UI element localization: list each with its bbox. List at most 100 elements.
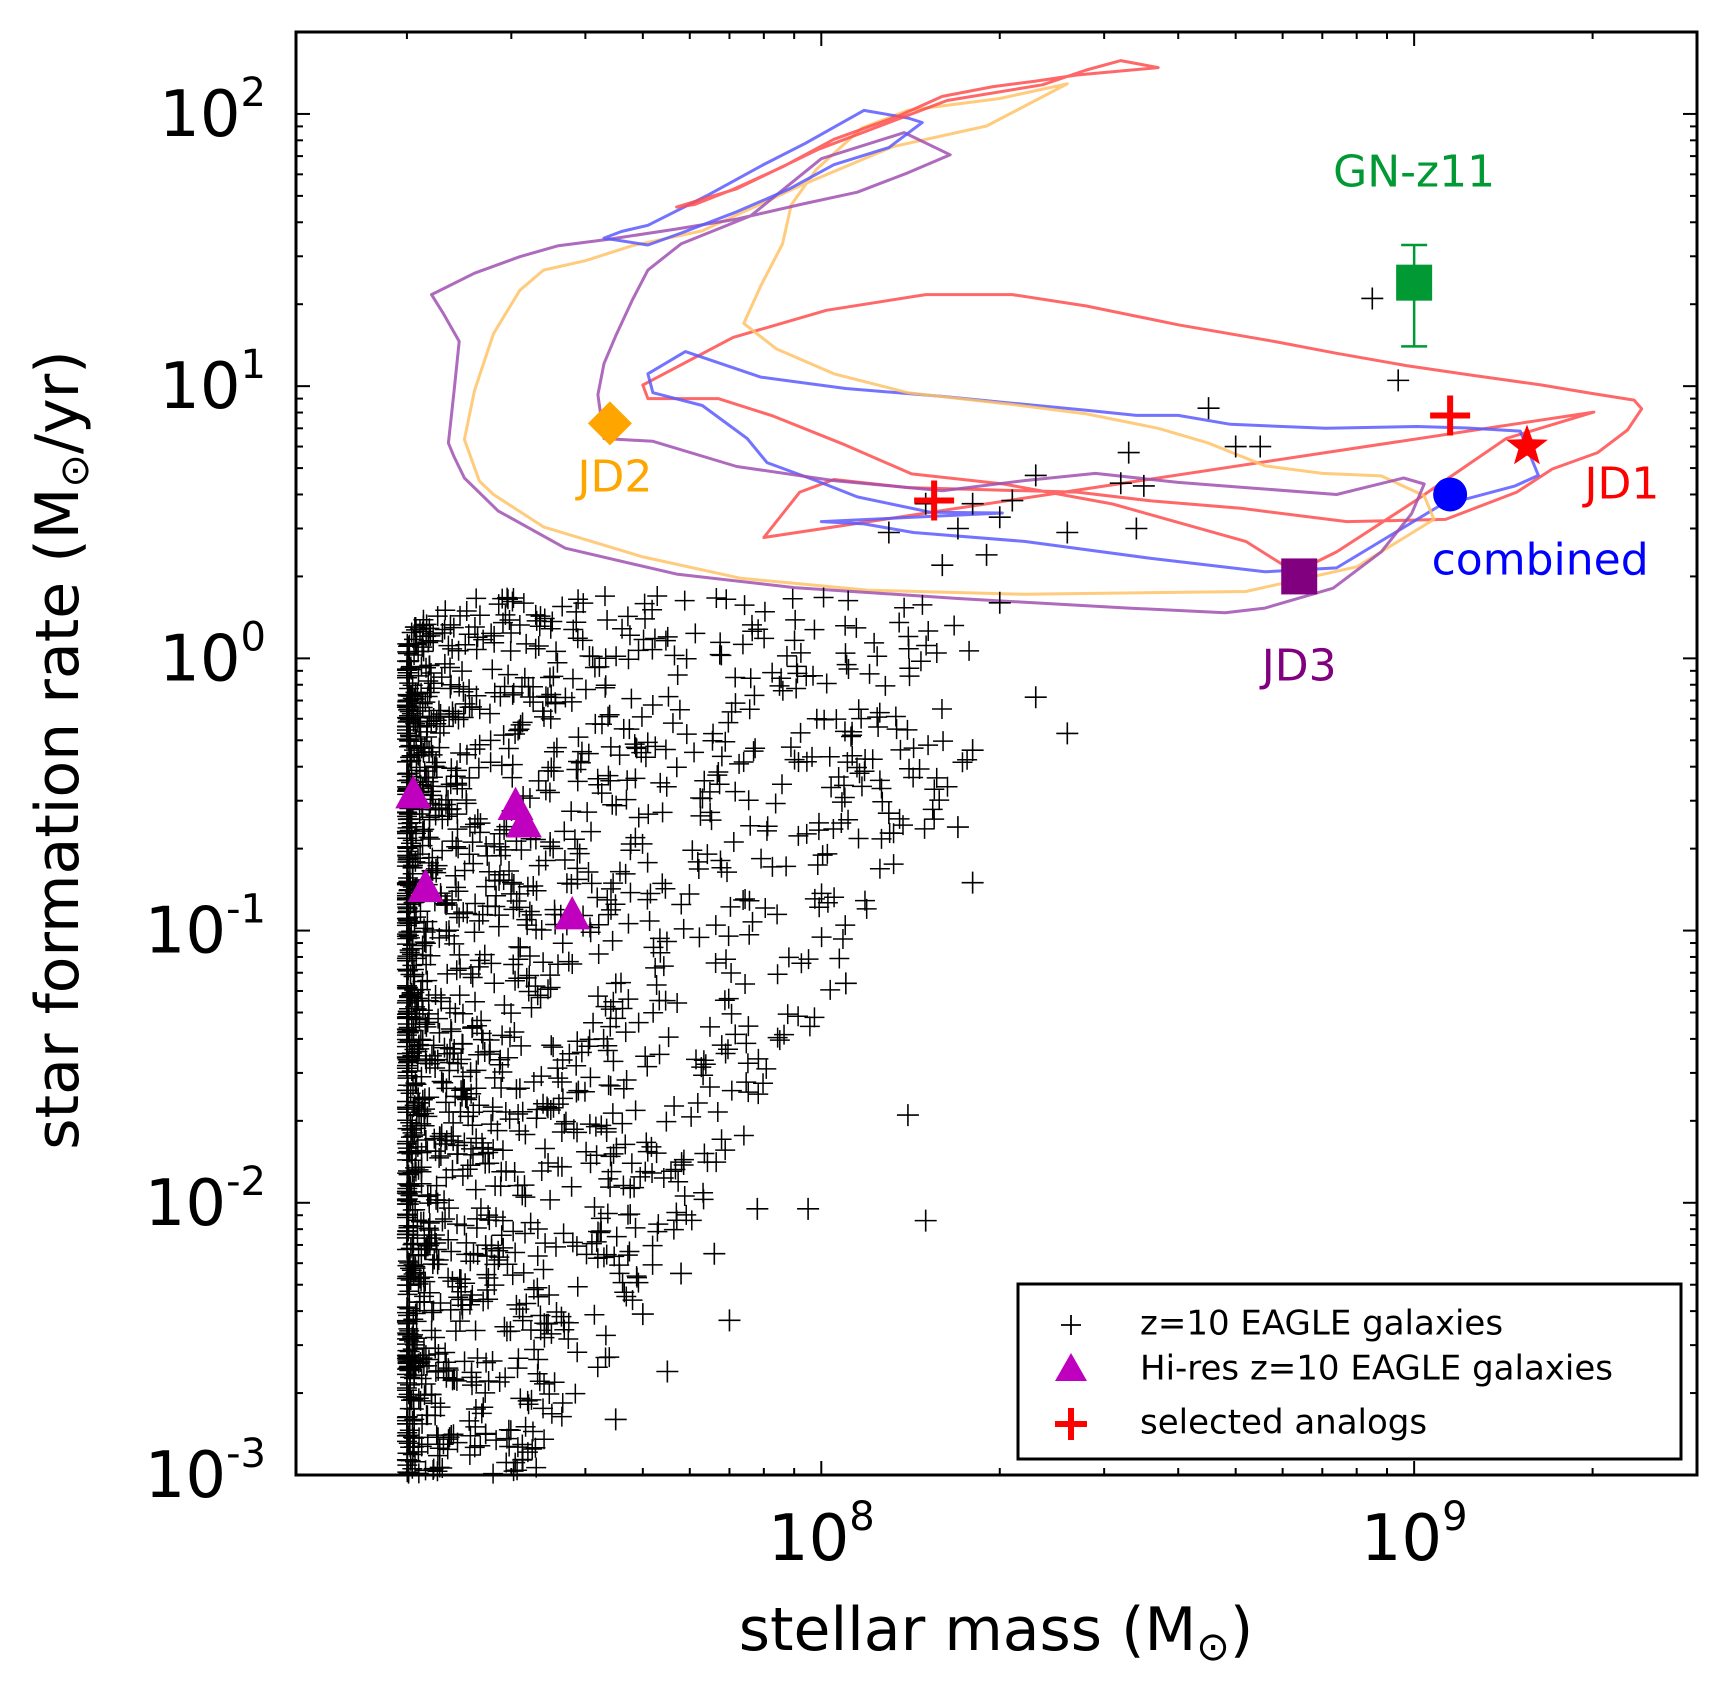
y-tick-label: 10-3 [145,1431,266,1513]
eagle-galaxy-point [599,1347,620,1368]
selected-analog-marker [1430,395,1471,436]
eagle-galaxy-point [604,1246,625,1267]
eagle-galaxy-point [689,927,710,948]
eagle-galaxy-point [412,1030,433,1051]
eagle-galaxy-point [418,990,439,1011]
eagle-galaxy-point [718,1309,741,1332]
eagle-galaxy-point [508,1348,529,1369]
eagle-galaxy-point [598,1168,619,1189]
eagle-galaxy-point [463,853,484,874]
eagle-galaxy-point [681,1210,702,1231]
eagle-galaxy-point [516,1293,537,1314]
eagle-galaxy-point [397,665,418,686]
eagle-galaxy-point [581,1233,602,1254]
eagle-galaxy-point [826,709,847,730]
eagle-galaxy-point [490,686,511,707]
eagle-galaxy-point [711,645,732,666]
eagle-galaxy-point [408,1034,429,1055]
eagle-galaxy-point [606,646,627,667]
eagle-galaxy-point [644,628,665,649]
eagle-galaxy-point [401,745,422,766]
eagle-galaxy-point [576,1244,597,1265]
eagle-galaxy-point [721,1080,742,1101]
eagle-galaxy-point [469,699,490,720]
eagle-galaxy-point [443,1424,464,1445]
eagle-galaxy-point [405,1451,426,1472]
eagle-galaxy-point [397,1334,418,1355]
eagle-galaxy-point [643,937,664,958]
eagle-galaxy-point [771,668,792,689]
eagle-galaxy-point [422,785,443,806]
eagle-galaxy-point [513,593,534,614]
selected-analogs-layer [914,395,1471,521]
eagle-galaxy-point [791,953,812,974]
eagle-galaxy-point [705,952,726,973]
eagle-galaxy-point [587,887,608,908]
eagle-galaxy-point [647,585,668,606]
eagle-galaxy-point [467,627,488,648]
eagle-galaxy-point [797,1197,820,1220]
eagle-galaxy-point [525,1437,546,1458]
eagle-galaxy-point [785,609,806,630]
eagle-galaxy-point [406,907,427,928]
eagle-galaxy-point [539,782,560,803]
eagle-galaxy-point [588,914,609,935]
eagle-galaxy-point [480,730,501,751]
hires-galaxy-triangle [505,804,542,838]
eagle-galaxy-point [449,676,470,697]
eagle-galaxy-point [842,745,863,766]
eagle-galaxy-point [530,987,551,1008]
eagle-galaxy-point [912,594,933,615]
eagle-galaxy-point [429,1438,450,1459]
eagle-galaxy-point [646,974,667,995]
eagle-galaxy-point [1056,521,1079,544]
eagle-galaxy-point [428,798,449,819]
eagle-galaxy-point [465,1398,486,1419]
eagle-galaxy-point [438,1429,459,1450]
eagle-galaxy-point [428,1008,449,1029]
eagle-galaxy-point [514,1223,535,1244]
eagle-galaxy-point [425,1327,446,1348]
eagle-galaxy-point [508,720,529,741]
eagle-galaxy-point [442,1159,463,1180]
eagle-galaxy-point [924,779,945,800]
eagle-galaxy-point [524,1339,545,1360]
eagle-galaxy-point [687,1092,708,1113]
eagle-galaxy-point [645,736,666,757]
eagle-galaxy-point [500,1420,521,1441]
eagle-galaxy-point [482,659,503,680]
eagle-galaxy-point [811,883,832,904]
eagle-galaxy-point [405,823,426,844]
eagle-galaxy-point [396,1190,417,1211]
eagle-galaxy-point [926,643,947,664]
eagle-galaxy-point [552,596,573,617]
observed-galaxies-layer: JD1 JD2 JD3 combined GN-z11 [574,147,1659,692]
eagle-galaxy-point [667,664,688,685]
eagle-galaxy-point [540,836,561,857]
eagle-galaxy-point [869,770,890,791]
eagle-galaxy-point [540,1189,561,1210]
eagle-galaxy-point [554,1113,575,1134]
eagle-galaxy-point [555,1111,576,1132]
eagle-galaxy-point [500,640,521,661]
eagle-galaxy-point [449,1269,470,1290]
eagle-galaxy-point [433,1072,454,1093]
eagle-galaxy-point [697,1152,718,1173]
eagle-galaxy-point [475,1423,496,1444]
eagle-galaxy-point [624,1177,645,1198]
eagle-galaxy-point [464,1437,485,1458]
eagle-galaxy-point [642,694,663,715]
eagle-galaxy-point [417,1012,438,1033]
jd1-star-marker [1506,424,1548,465]
eagle-galaxy-point [400,1112,421,1133]
eagle-galaxy-point [499,610,520,631]
eagle-galaxy-point [397,1021,418,1042]
eagle-galaxy-point [558,1312,579,1333]
eagle-galaxy-point [402,1345,423,1366]
eagle-galaxy-point [736,1033,757,1054]
eagle-galaxy-point [466,588,487,609]
eagle-galaxy-point [533,706,554,727]
eagle-galaxy-point [788,825,809,846]
eagle-galaxy-point [400,1191,421,1212]
eagle-galaxy-point [717,862,738,883]
